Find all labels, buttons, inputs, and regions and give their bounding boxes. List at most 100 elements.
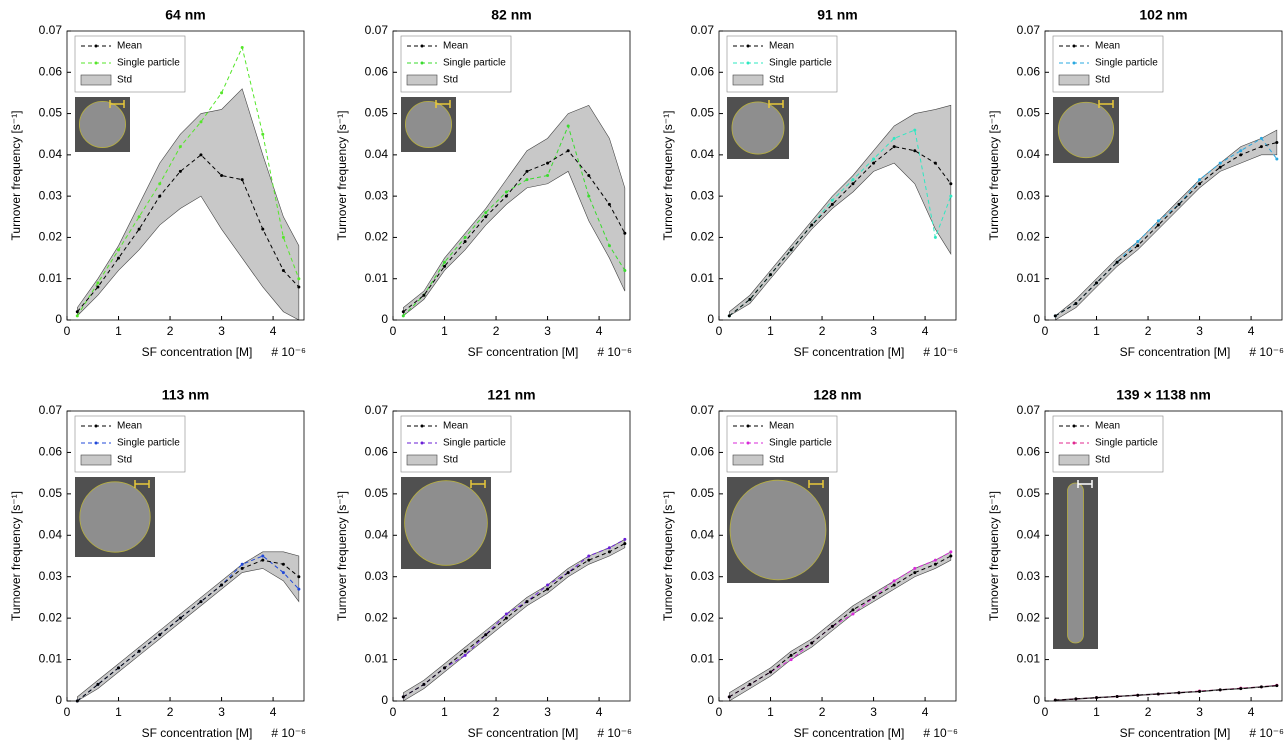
panel: 0 0.01 0.02 0.03 0.04 0.05 0.06 0.07 0 1 2 3 4 91 nm S… <box>661 7 958 359</box>
x-axis-label: SF concentration [M] <box>468 726 579 740</box>
series-line <box>728 129 952 317</box>
y-tick-label: 0.07 <box>1017 23 1041 37</box>
data-point <box>463 653 467 657</box>
data-point <box>422 682 426 686</box>
x-tick-label: 1 <box>1093 705 1100 719</box>
legend-marker <box>420 61 424 65</box>
data-point <box>1156 223 1160 227</box>
legend-label: Std <box>117 455 132 466</box>
data-point <box>546 161 550 165</box>
x-multiplier: # 10⁻⁶ <box>271 345 306 359</box>
x-tick-label: 3 <box>1196 324 1203 338</box>
data-point <box>178 616 182 620</box>
data-point <box>1218 688 1222 692</box>
x-tick-label: 3 <box>218 324 225 338</box>
data-point <box>401 310 405 314</box>
data-point <box>851 612 855 616</box>
y-tick-label: 0.04 <box>1017 527 1041 541</box>
x-tick-label: 3 <box>870 705 877 719</box>
data-point <box>913 128 917 132</box>
y-tick-label: 0.05 <box>691 106 715 120</box>
data-point <box>158 633 162 637</box>
panel: 0 0.01 0.02 0.03 0.04 0.05 0.06 0.07 0 1 2 3 4 128 nm… <box>661 387 958 740</box>
data-point <box>933 161 937 165</box>
data-point <box>1177 202 1181 206</box>
legend-label: Mean <box>117 421 142 432</box>
y-tick-label: 0.03 <box>1017 569 1041 583</box>
data-point <box>949 194 953 198</box>
y-tick-label: 0.07 <box>691 23 715 37</box>
data-point <box>1259 145 1263 149</box>
legend-label: Single particle <box>1095 58 1158 69</box>
data-point <box>297 587 301 591</box>
legend-swatch <box>1058 454 1090 466</box>
legend-marker <box>420 424 424 428</box>
data-point <box>1239 153 1243 157</box>
scale-bar <box>1098 100 1114 108</box>
data-point <box>748 297 752 301</box>
panel: 0 0.01 0.02 0.03 0.04 0.05 0.06 0.07 0 1 2 3 4 139 × … <box>987 387 1284 740</box>
legend-label: Std <box>443 455 458 466</box>
data-point <box>484 633 488 637</box>
legend-swatch <box>80 454 112 466</box>
legend-label: Mean <box>443 421 468 432</box>
legend-label: Single particle <box>443 58 506 69</box>
x-axis-label: SF concentration [M] <box>142 345 253 359</box>
data-point <box>504 190 508 194</box>
data-point <box>261 554 265 558</box>
y-tick-label: 0.06 <box>1017 445 1041 459</box>
data-point <box>789 658 793 662</box>
data-point <box>810 641 814 645</box>
x-tick-label: 1 <box>1093 324 1100 338</box>
data-point <box>443 264 447 268</box>
series-line <box>1055 137 1278 317</box>
y-tick-label: 0.03 <box>365 569 389 583</box>
data-point <box>220 174 224 177</box>
data-point <box>727 695 731 699</box>
legend-swatch <box>732 74 764 86</box>
data-point <box>297 285 301 289</box>
legend-marker <box>94 61 98 65</box>
chart-title: 113 nm <box>162 387 209 403</box>
legend-box <box>1052 35 1164 93</box>
series-line <box>729 555 952 698</box>
legend-label: Mean <box>1095 421 1120 432</box>
y-tick-label: 0.05 <box>365 486 389 500</box>
data-point <box>261 132 265 136</box>
data-point <box>949 182 953 186</box>
data-point <box>587 554 591 558</box>
y-tick-label: 0.07 <box>1017 403 1041 417</box>
data-point <box>96 281 100 285</box>
data-point <box>623 268 627 272</box>
x-tick-label: 2 <box>493 705 500 719</box>
data-point <box>546 587 550 591</box>
scale-bar <box>808 480 824 488</box>
y-tick-label: 0.06 <box>691 64 715 78</box>
legend-marker <box>1072 424 1076 428</box>
data-point <box>913 571 917 575</box>
data-point <box>484 215 488 219</box>
legend-marker <box>746 61 750 65</box>
scale-bar <box>1077 480 1093 488</box>
legend-marker <box>94 424 98 428</box>
legend-label: Mean <box>117 41 142 52</box>
chart-title: 64 nm <box>165 7 205 23</box>
y-tick-label: 0.03 <box>1017 188 1041 202</box>
data-point <box>830 198 834 202</box>
data-point <box>281 235 285 239</box>
data-point <box>504 616 508 620</box>
std-band <box>729 104 952 317</box>
data-point <box>443 260 447 264</box>
legend-marker <box>746 441 750 445</box>
data-point <box>851 178 855 182</box>
legend-label: Std <box>769 75 784 86</box>
x-tick-label: 2 <box>493 324 500 338</box>
inset-particle <box>404 101 452 149</box>
x-multiplier: # 10⁻⁶ <box>597 345 632 359</box>
data-point <box>872 157 876 161</box>
data-point <box>137 649 141 653</box>
data-point <box>117 248 121 252</box>
data-point <box>566 124 570 128</box>
data-point <box>463 649 467 653</box>
y-tick-label: 0.03 <box>365 188 389 202</box>
